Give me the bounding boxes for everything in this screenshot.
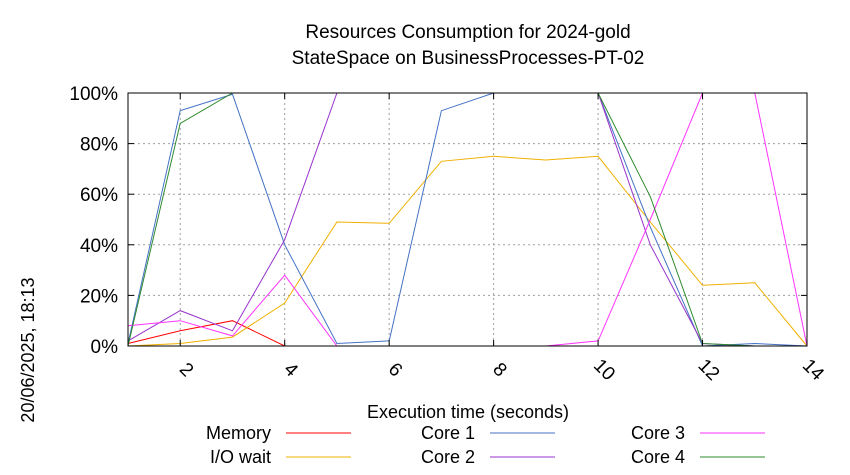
y-tick-label: 20% (80, 286, 118, 307)
series-lines (127, 92, 808, 347)
legend: Memory Core 1 Core 3 I/O wait Core 2 Core 4 (206, 423, 765, 467)
y-tick-label: 0% (91, 337, 119, 358)
legend-label-memory: Memory (206, 423, 271, 443)
series-line-i-o-wait (127, 155, 808, 347)
x-tick-label: 14 (798, 355, 828, 385)
chart-title: Resources Consumption for 2024-gold (305, 22, 630, 43)
chart-subtitle: StateSpace on BusinessProcesses-PT-02 (292, 48, 645, 69)
x-axis-label: Execution time (seconds) (367, 402, 569, 422)
x-tick-label: 2 (175, 359, 197, 381)
x-tick-label: 10 (589, 355, 619, 385)
x-tick-label: 12 (694, 355, 724, 385)
series-line-core-4 (127, 92, 807, 347)
series-line-memory (127, 320, 807, 347)
y-tick-label: 40% (80, 236, 118, 257)
series-line-core-3 (127, 92, 808, 347)
timestamp-label: 20/06/2025, 18:13 (18, 277, 38, 422)
axis-ticks: 0% 20% 40% 60% 80% 100% 2 4 6 8 10 12 14 (69, 84, 828, 385)
legend-label-core-2: Core 2 (421, 447, 475, 467)
plot-frame (127, 92, 808, 347)
grid (128, 92, 808, 347)
y-tick-label: 100% (69, 84, 118, 105)
x-tick-label: 4 (279, 359, 302, 382)
y-tick-label: 80% (80, 135, 118, 156)
legend-label-core-4: Core 4 (631, 447, 685, 467)
legend-label-core-3: Core 3 (631, 423, 685, 443)
series-line-core-1 (127, 92, 808, 347)
series-line-core-2 (127, 92, 807, 347)
x-tick-label: 6 (384, 359, 406, 381)
y-tick-label: 60% (80, 185, 118, 206)
x-tick-label: 8 (488, 359, 510, 381)
legend-label-core-1: Core 1 (421, 423, 475, 443)
legend-label-i-o-wait: I/O wait (210, 447, 271, 467)
